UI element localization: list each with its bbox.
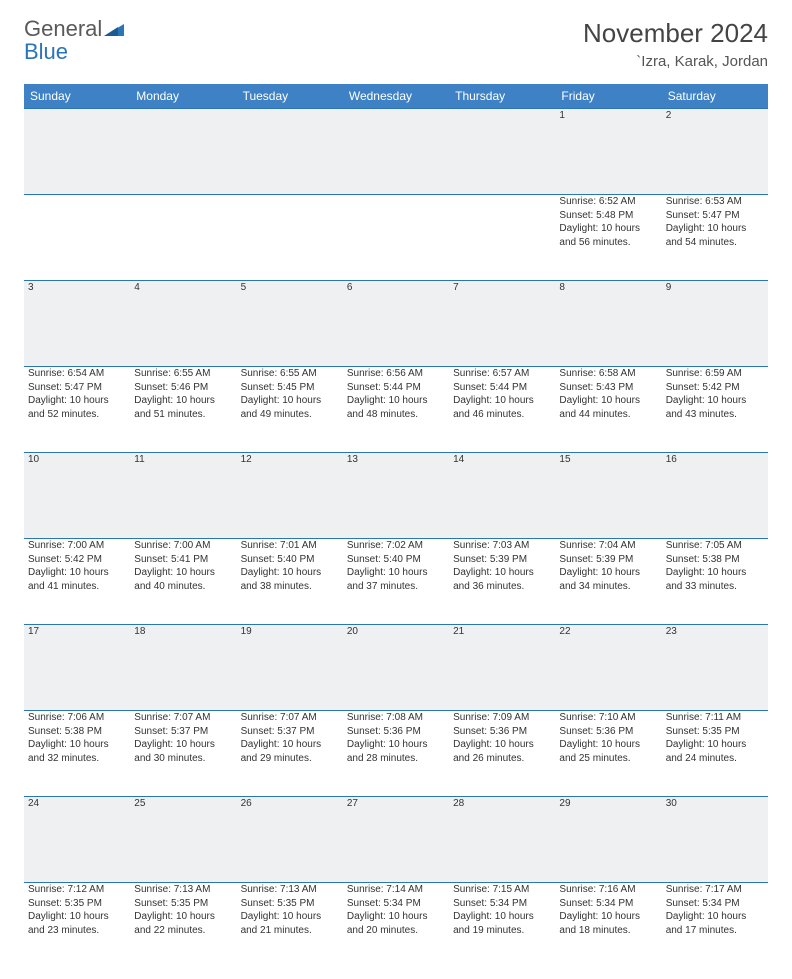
title-block: November 2024 `Izra, Karak, Jordan	[583, 18, 768, 70]
day-number-cell	[343, 109, 449, 195]
day-content-cell: Sunrise: 7:14 AM Sunset: 5:34 PM Dayligh…	[343, 883, 449, 969]
day-content-cell: Sunrise: 7:06 AM Sunset: 5:38 PM Dayligh…	[24, 711, 130, 797]
day-number-cell: 27	[343, 797, 449, 883]
weekday-header: Saturday	[662, 84, 768, 109]
weekday-header: Thursday	[449, 84, 555, 109]
day-number-cell: 5	[237, 281, 343, 367]
day-content-cell: Sunrise: 6:56 AM Sunset: 5:44 PM Dayligh…	[343, 367, 449, 453]
day-content-cell: Sunrise: 6:55 AM Sunset: 5:46 PM Dayligh…	[130, 367, 236, 453]
day-number-cell: 6	[343, 281, 449, 367]
day-content-cell: Sunrise: 6:57 AM Sunset: 5:44 PM Dayligh…	[449, 367, 555, 453]
day-number-cell: 24	[24, 797, 130, 883]
logo: General Blue	[24, 18, 124, 64]
day-number-cell: 2	[662, 109, 768, 195]
day-number-cell: 1	[555, 109, 661, 195]
day-content-row: Sunrise: 7:12 AM Sunset: 5:35 PM Dayligh…	[24, 883, 768, 969]
day-content-cell	[130, 195, 236, 281]
calendar-body: 12Sunrise: 6:52 AM Sunset: 5:48 PM Dayli…	[24, 109, 768, 969]
day-content-cell: Sunrise: 7:07 AM Sunset: 5:37 PM Dayligh…	[237, 711, 343, 797]
day-content-cell: Sunrise: 6:54 AM Sunset: 5:47 PM Dayligh…	[24, 367, 130, 453]
day-number-cell: 17	[24, 625, 130, 711]
day-content-cell: Sunrise: 7:11 AM Sunset: 5:35 PM Dayligh…	[662, 711, 768, 797]
day-number-cell	[130, 109, 236, 195]
weekday-header: Friday	[555, 84, 661, 109]
day-content-cell: Sunrise: 7:08 AM Sunset: 5:36 PM Dayligh…	[343, 711, 449, 797]
day-content-cell: Sunrise: 7:17 AM Sunset: 5:34 PM Dayligh…	[662, 883, 768, 969]
day-content-cell: Sunrise: 6:52 AM Sunset: 5:48 PM Dayligh…	[555, 195, 661, 281]
day-number-row: 3456789	[24, 281, 768, 367]
calendar-table: Sunday Monday Tuesday Wednesday Thursday…	[24, 84, 768, 969]
day-number-cell: 25	[130, 797, 236, 883]
day-content-cell: Sunrise: 7:16 AM Sunset: 5:34 PM Dayligh…	[555, 883, 661, 969]
day-number-cell: 8	[555, 281, 661, 367]
day-number-cell: 30	[662, 797, 768, 883]
day-number-row: 24252627282930	[24, 797, 768, 883]
page-subtitle: `Izra, Karak, Jordan	[583, 53, 768, 70]
day-content-cell: Sunrise: 6:55 AM Sunset: 5:45 PM Dayligh…	[237, 367, 343, 453]
day-number-cell: 4	[130, 281, 236, 367]
day-number-cell: 16	[662, 453, 768, 539]
day-number-cell: 26	[237, 797, 343, 883]
day-content-cell: Sunrise: 7:10 AM Sunset: 5:36 PM Dayligh…	[555, 711, 661, 797]
day-number-cell: 14	[449, 453, 555, 539]
day-number-cell: 18	[130, 625, 236, 711]
day-content-cell	[343, 195, 449, 281]
day-content-cell	[237, 195, 343, 281]
day-content-cell: Sunrise: 7:09 AM Sunset: 5:36 PM Dayligh…	[449, 711, 555, 797]
weekday-header-row: Sunday Monday Tuesday Wednesday Thursday…	[24, 84, 768, 109]
day-content-cell	[24, 195, 130, 281]
day-number-cell: 20	[343, 625, 449, 711]
page-title: November 2024	[583, 18, 768, 49]
weekday-header: Sunday	[24, 84, 130, 109]
logo-text: General Blue	[24, 18, 124, 64]
day-number-row: 10111213141516	[24, 453, 768, 539]
day-content-cell: Sunrise: 7:07 AM Sunset: 5:37 PM Dayligh…	[130, 711, 236, 797]
day-number-cell: 11	[130, 453, 236, 539]
day-number-cell: 29	[555, 797, 661, 883]
day-content-cell: Sunrise: 7:15 AM Sunset: 5:34 PM Dayligh…	[449, 883, 555, 969]
day-number-cell: 21	[449, 625, 555, 711]
day-number-cell: 9	[662, 281, 768, 367]
logo-triangle-icon	[104, 20, 124, 41]
day-number-cell	[449, 109, 555, 195]
day-content-cell	[449, 195, 555, 281]
day-number-cell: 13	[343, 453, 449, 539]
day-content-cell: Sunrise: 7:13 AM Sunset: 5:35 PM Dayligh…	[130, 883, 236, 969]
day-number-cell: 15	[555, 453, 661, 539]
day-number-row: 12	[24, 109, 768, 195]
logo-line1: General	[24, 16, 102, 41]
day-number-cell	[237, 109, 343, 195]
day-content-row: Sunrise: 7:06 AM Sunset: 5:38 PM Dayligh…	[24, 711, 768, 797]
day-content-cell: Sunrise: 7:13 AM Sunset: 5:35 PM Dayligh…	[237, 883, 343, 969]
calendar-page: General Blue November 2024 `Izra, Karak,…	[0, 0, 792, 979]
day-content-cell: Sunrise: 7:12 AM Sunset: 5:35 PM Dayligh…	[24, 883, 130, 969]
logo-line2: Blue	[24, 39, 68, 64]
header: General Blue November 2024 `Izra, Karak,…	[24, 18, 768, 70]
day-content-cell: Sunrise: 6:59 AM Sunset: 5:42 PM Dayligh…	[662, 367, 768, 453]
weekday-header: Monday	[130, 84, 236, 109]
day-number-cell: 28	[449, 797, 555, 883]
day-number-cell: 23	[662, 625, 768, 711]
day-number-row: 17181920212223	[24, 625, 768, 711]
weekday-header: Wednesday	[343, 84, 449, 109]
day-content-cell: Sunrise: 6:53 AM Sunset: 5:47 PM Dayligh…	[662, 195, 768, 281]
day-content-row: Sunrise: 6:52 AM Sunset: 5:48 PM Dayligh…	[24, 195, 768, 281]
day-number-cell	[24, 109, 130, 195]
day-number-cell: 12	[237, 453, 343, 539]
day-number-cell: 19	[237, 625, 343, 711]
day-number-cell: 22	[555, 625, 661, 711]
day-content-cell: Sunrise: 6:58 AM Sunset: 5:43 PM Dayligh…	[555, 367, 661, 453]
day-number-cell: 3	[24, 281, 130, 367]
day-number-cell: 7	[449, 281, 555, 367]
day-content-row: Sunrise: 6:54 AM Sunset: 5:47 PM Dayligh…	[24, 367, 768, 453]
weekday-header: Tuesday	[237, 84, 343, 109]
day-number-cell: 10	[24, 453, 130, 539]
